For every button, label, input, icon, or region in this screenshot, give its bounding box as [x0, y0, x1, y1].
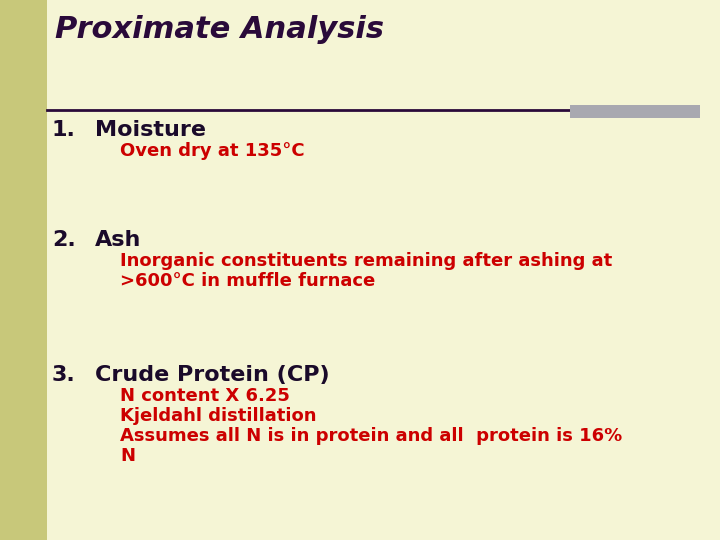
Text: Inorganic constituents remaining after ashing at: Inorganic constituents remaining after a…: [120, 252, 612, 270]
Text: Moisture: Moisture: [95, 120, 206, 140]
Text: >600°C in muffle furnace: >600°C in muffle furnace: [120, 272, 375, 290]
Text: 1.: 1.: [52, 120, 76, 140]
Text: Assumes all N is in protein and all  protein is 16%: Assumes all N is in protein and all prot…: [120, 427, 622, 445]
Text: Crude Protein (CP): Crude Protein (CP): [95, 365, 330, 385]
Bar: [570, 105, 700, 118]
Text: N content X 6.25: N content X 6.25: [120, 387, 290, 405]
Text: Ash: Ash: [95, 230, 141, 250]
Text: 3.: 3.: [52, 365, 76, 385]
Text: Kjeldahl distillation: Kjeldahl distillation: [120, 407, 317, 425]
Text: Proximate Analysis: Proximate Analysis: [55, 15, 384, 44]
Bar: [0, 0, 47, 540]
Text: 2.: 2.: [52, 230, 76, 250]
Text: N: N: [120, 447, 135, 465]
Text: Oven dry at 135°C: Oven dry at 135°C: [120, 142, 305, 160]
